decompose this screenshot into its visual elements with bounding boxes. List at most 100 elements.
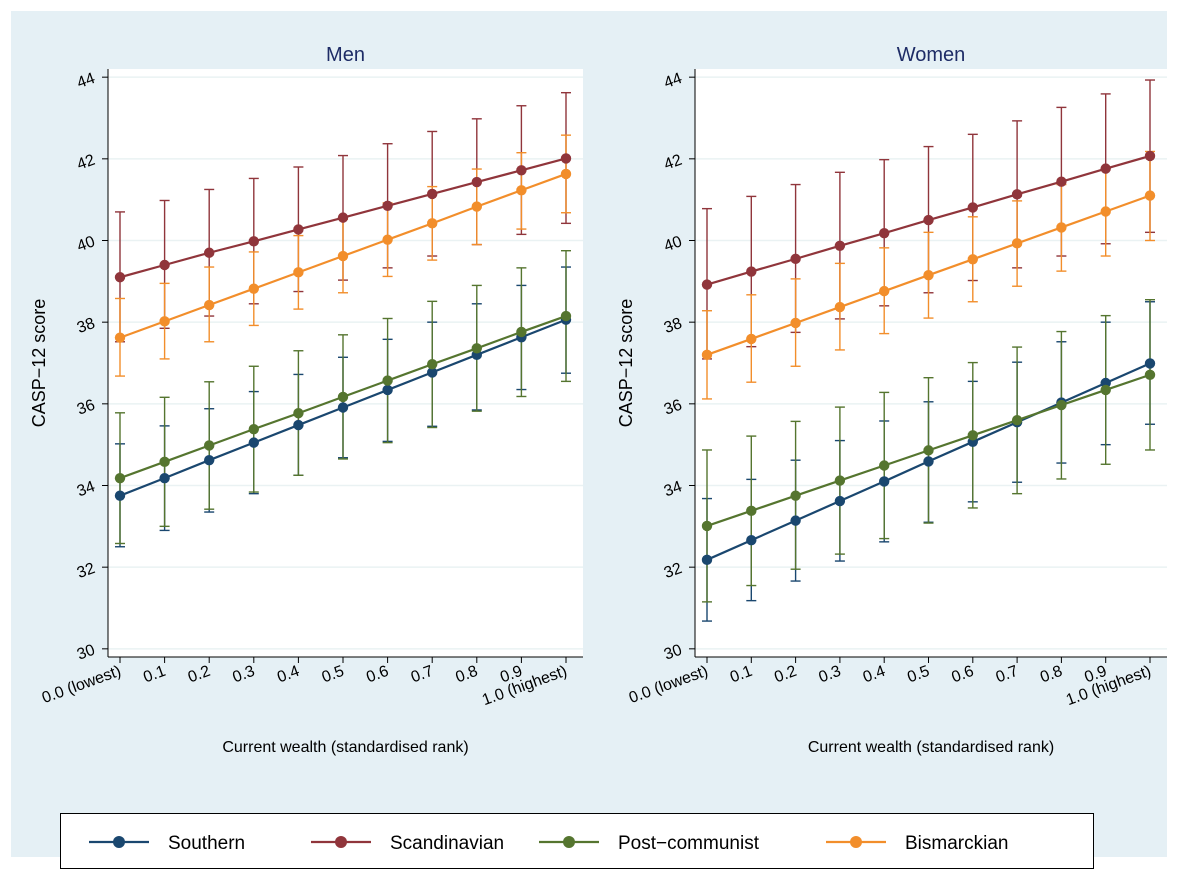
data-point bbox=[1056, 222, 1067, 233]
legend-item-scandinavian: Scandinavian bbox=[311, 833, 504, 854]
data-point bbox=[1144, 190, 1156, 201]
y-tick-label: 38 bbox=[75, 315, 98, 337]
data-point bbox=[701, 279, 713, 290]
data-point bbox=[1100, 206, 1111, 217]
legend-items: Southern Scandinavian Post−communist Bismar… bbox=[89, 833, 1008, 854]
x-tick-label: 0.6 bbox=[949, 663, 976, 687]
data-point bbox=[471, 343, 482, 354]
x-tick-label: 0.9 bbox=[1082, 663, 1109, 687]
data-point bbox=[114, 472, 126, 484]
data-point bbox=[293, 267, 304, 278]
y-tick-label: 44 bbox=[662, 70, 685, 92]
data-point bbox=[923, 445, 934, 456]
x-tick-label: 0.5 bbox=[320, 663, 347, 687]
y-tick-label: 34 bbox=[662, 478, 685, 500]
data-point bbox=[923, 270, 934, 281]
x-tick-label: 0.7 bbox=[409, 663, 436, 687]
plot-area bbox=[695, 69, 1167, 657]
data-point bbox=[204, 454, 215, 466]
x-tick-label: 0.2 bbox=[772, 663, 799, 687]
data-point bbox=[427, 367, 438, 378]
data-point bbox=[746, 333, 757, 345]
series-scandinavian bbox=[114, 153, 572, 283]
data-point bbox=[560, 153, 572, 164]
data-point bbox=[879, 227, 890, 239]
panel-title: Women bbox=[897, 44, 966, 66]
y-tick-label: 36 bbox=[662, 397, 685, 419]
x-tick-label: 0.6 bbox=[364, 663, 391, 687]
legend-item-post-communist: Post−communist bbox=[539, 833, 760, 854]
series-post-communist bbox=[701, 369, 1156, 532]
series-post-communist bbox=[114, 310, 572, 484]
legend-label: Post−communist bbox=[618, 833, 760, 854]
data-point bbox=[382, 234, 393, 245]
data-point bbox=[337, 212, 349, 223]
y-tick-label: 42 bbox=[75, 152, 98, 174]
data-point bbox=[248, 423, 259, 435]
y-tick-label: 40 bbox=[662, 233, 685, 255]
y-tick-label: 36 bbox=[75, 397, 98, 419]
data-point bbox=[248, 437, 259, 448]
data-point bbox=[516, 185, 527, 196]
data-point bbox=[701, 554, 713, 566]
legend-item-southern: Southern bbox=[89, 833, 245, 854]
data-point bbox=[560, 168, 572, 180]
data-point bbox=[701, 349, 713, 361]
data-point bbox=[1056, 399, 1067, 411]
y-axis-title: CASP−12 score bbox=[29, 299, 49, 428]
data-point bbox=[1056, 176, 1067, 187]
data-point bbox=[159, 316, 170, 327]
data-point bbox=[790, 253, 801, 265]
data-point bbox=[834, 301, 846, 313]
x-tick-label: 0.2 bbox=[186, 663, 213, 687]
y-tick-label: 40 bbox=[75, 233, 98, 255]
x-tick-label: 0.7 bbox=[994, 663, 1021, 687]
data-point bbox=[293, 408, 304, 419]
data-point bbox=[114, 332, 126, 343]
y-tick-label: 44 bbox=[75, 70, 98, 92]
data-point bbox=[159, 456, 170, 468]
x-tick-label: 0.8 bbox=[453, 663, 480, 687]
data-point bbox=[471, 176, 482, 188]
data-point bbox=[1011, 189, 1023, 200]
data-point bbox=[337, 250, 349, 262]
data-point bbox=[1100, 163, 1111, 174]
data-point bbox=[746, 505, 757, 517]
data-point bbox=[834, 475, 846, 486]
legend-marker bbox=[850, 836, 862, 848]
x-tick-label: 0.0 (lowest) bbox=[40, 663, 124, 707]
data-point bbox=[879, 285, 890, 297]
x-tick-label: 0.1 bbox=[728, 663, 755, 687]
x-tick-label: 0.0 (lowest) bbox=[627, 663, 711, 707]
data-point bbox=[114, 272, 126, 283]
legend-marker bbox=[563, 836, 575, 848]
y-tick-label: 30 bbox=[662, 642, 685, 664]
data-point bbox=[114, 490, 126, 501]
data-point bbox=[1011, 238, 1023, 249]
y-tick-label: 42 bbox=[662, 152, 685, 174]
data-point bbox=[923, 456, 934, 467]
data-point bbox=[790, 490, 801, 501]
x-tick-label: 0.3 bbox=[817, 663, 844, 687]
legend-item-bismarckian: Bismarckian bbox=[826, 833, 1008, 854]
series-scandinavian bbox=[701, 150, 1156, 290]
legend-label: Scandinavian bbox=[390, 833, 504, 854]
data-point bbox=[834, 495, 846, 507]
data-point bbox=[701, 520, 713, 532]
data-point bbox=[516, 326, 527, 338]
y-tick-label: 34 bbox=[75, 478, 98, 500]
data-point bbox=[879, 460, 890, 471]
panel-women: Women 30 32 34 36 38 40 42 44 0.0 (lowest) 0.1 0.2 0… bbox=[616, 44, 1167, 756]
data-point bbox=[967, 430, 978, 441]
data-point bbox=[746, 535, 757, 546]
data-point bbox=[293, 224, 304, 235]
x-tick-label: 0.4 bbox=[861, 663, 888, 687]
y-tick-label: 32 bbox=[662, 560, 685, 582]
data-point bbox=[337, 391, 349, 403]
data-point bbox=[790, 317, 801, 329]
data-point bbox=[923, 214, 934, 226]
data-point bbox=[159, 472, 170, 484]
data-point bbox=[248, 236, 259, 247]
series-bismarckian bbox=[114, 168, 572, 343]
